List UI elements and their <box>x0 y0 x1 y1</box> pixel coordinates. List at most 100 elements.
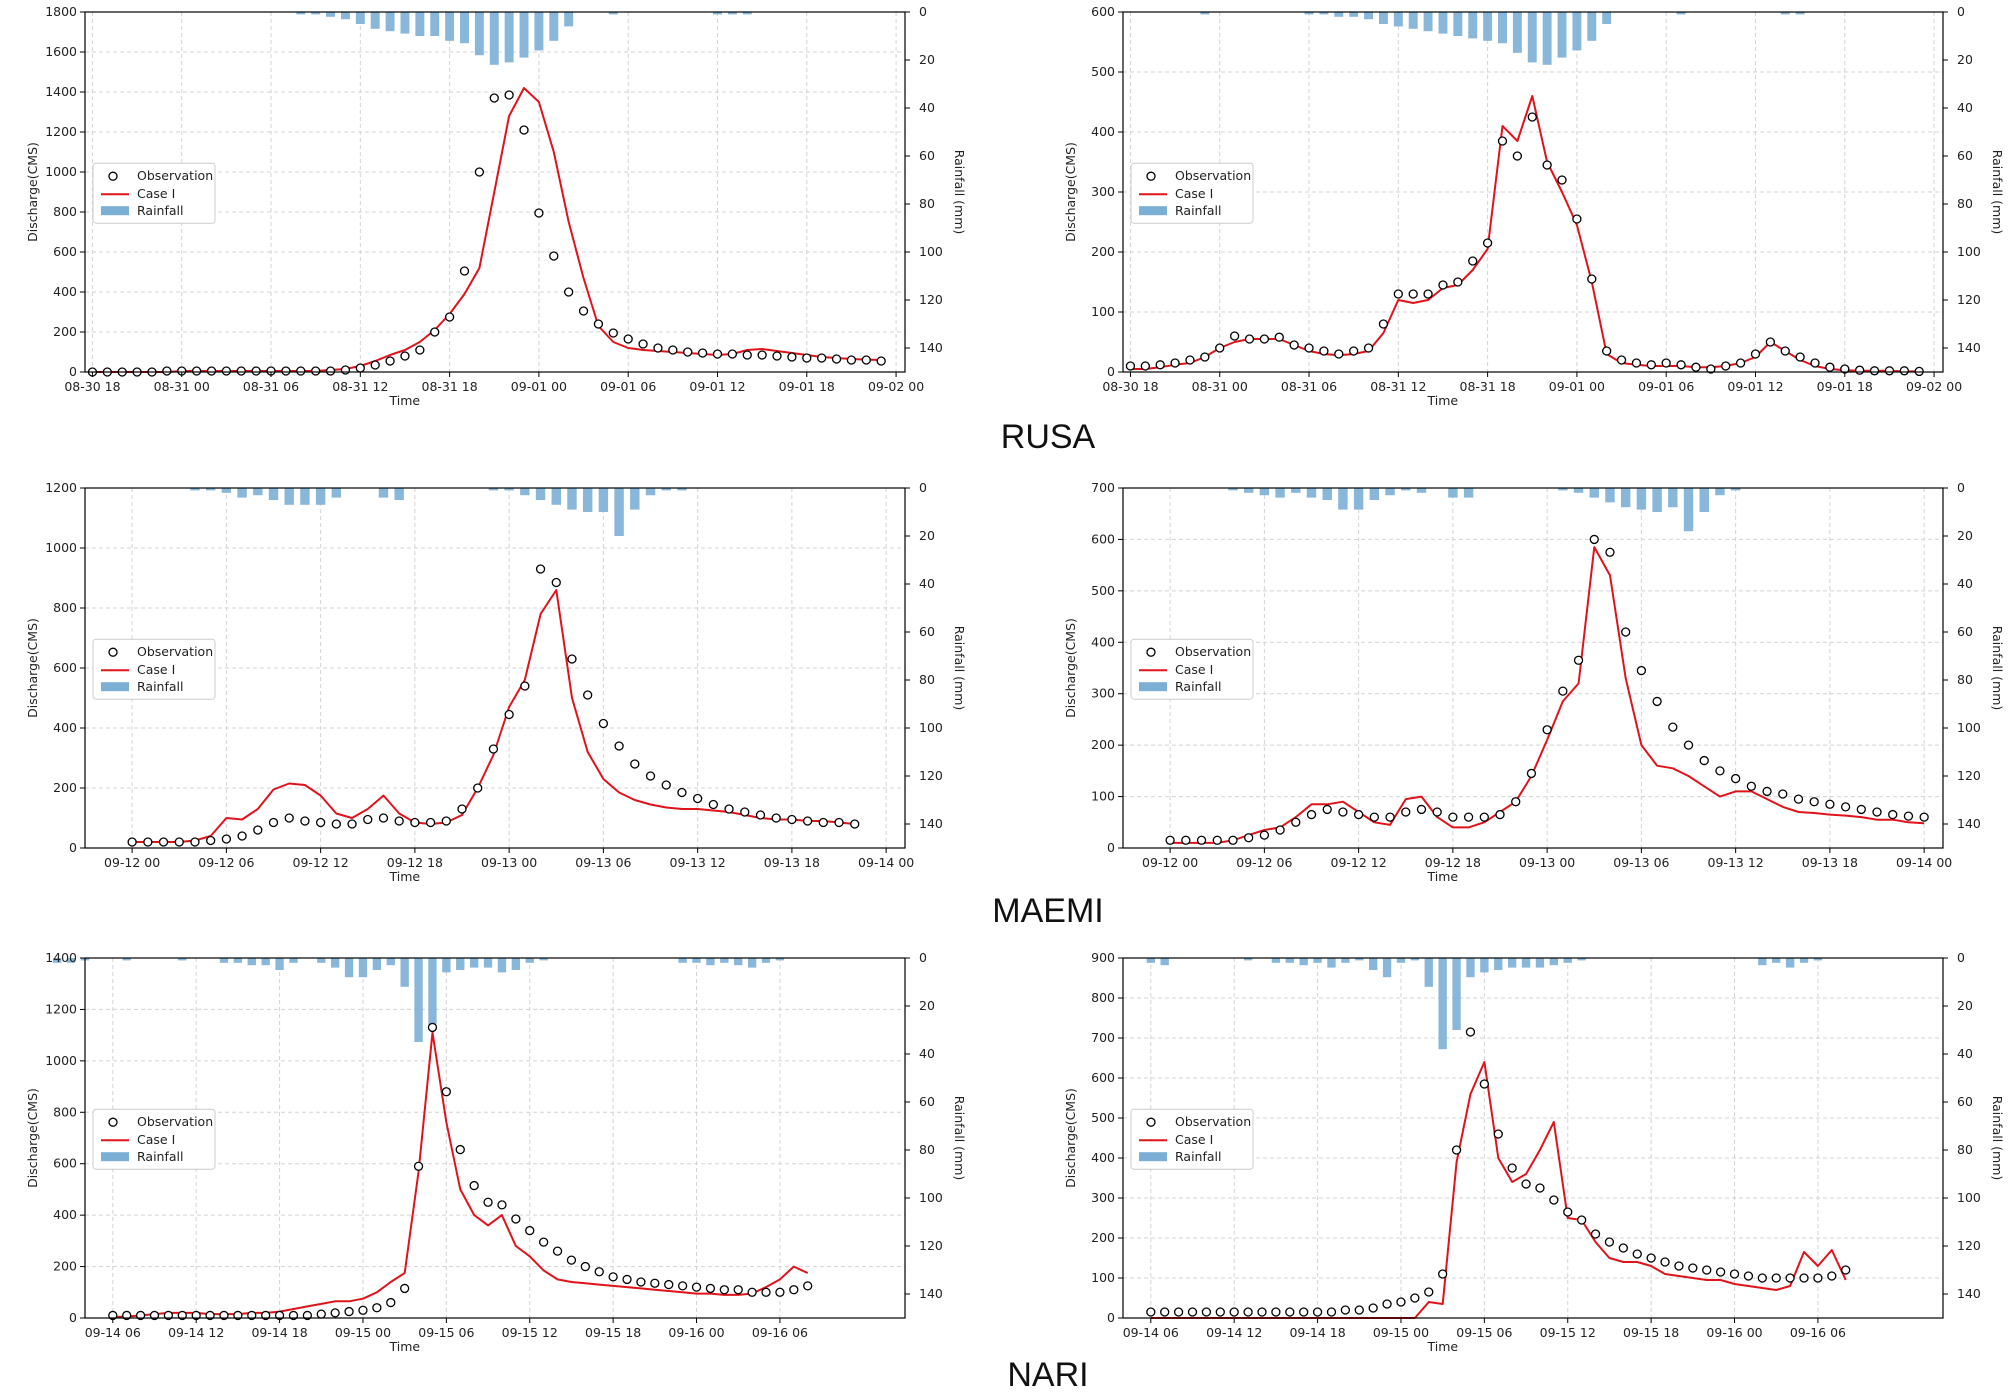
observation-point <box>1369 812 1379 822</box>
rainfall-series <box>190 488 687 536</box>
legend-rainfall-marker <box>1139 1152 1167 1162</box>
y2-tick-label: 40 <box>919 100 935 115</box>
y-tick-label: 800 <box>1091 990 1115 1005</box>
chart-rusa-right: 0 100 200 300 400 500 600 Discharge(CMS) 0 20 40 60… <box>1058 0 2005 412</box>
rainfall-bar <box>1512 12 1522 53</box>
x-tick-label: 08-30 18 <box>1102 379 1158 394</box>
observation-point <box>1155 360 1165 370</box>
rainfall-bar <box>268 488 279 500</box>
rainfall-bar <box>414 958 423 1042</box>
x-tick-label: 09-15 12 <box>1540 1325 1596 1340</box>
y2-tick-label: 60 <box>1957 624 1973 639</box>
rainfall-bar <box>358 958 368 978</box>
observation-point <box>1799 1273 1809 1283</box>
legend-rainfall-marker <box>1139 682 1167 692</box>
y-axis-label: Discharge(CMS) <box>25 618 40 718</box>
observation-point <box>578 306 589 316</box>
y-tick-label: 0 <box>1107 1310 1115 1325</box>
rainfall-bar <box>549 12 559 41</box>
y-tick-label: 700 <box>1091 1030 1115 1045</box>
x-tick-label: 08-31 12 <box>332 379 388 394</box>
observation-point <box>1840 802 1851 812</box>
observation-point <box>1312 1307 1323 1317</box>
observation-point <box>1438 1269 1448 1279</box>
y2-tick-label: 120 <box>1957 1238 1981 1253</box>
y-tick-label: 400 <box>1091 634 1115 649</box>
observation-point <box>747 1287 757 1297</box>
rainfall-bar <box>734 958 743 966</box>
rainfall-bar <box>1416 488 1427 493</box>
y2-tick-label: 80 <box>919 196 935 211</box>
rainfall-bar <box>720 958 729 963</box>
observation-point <box>1855 365 1865 375</box>
x-tick-label: 09-15 00 <box>335 1325 391 1340</box>
x-tick-label: 09-02 00 <box>868 379 924 394</box>
observation-point <box>425 817 436 828</box>
observation-point <box>645 771 656 781</box>
observation-point <box>1497 136 1508 146</box>
legend: Observation Case I Rainfall <box>92 162 216 224</box>
observation-point <box>300 816 310 826</box>
rainfall-bar <box>761 958 771 963</box>
observation-point <box>1676 360 1686 370</box>
rainfall-bar <box>178 958 187 961</box>
rainfall-bar <box>1438 12 1448 34</box>
observation-point <box>846 355 857 365</box>
observation-point <box>1631 358 1642 368</box>
legend-observation-label: Observation <box>1175 644 1251 659</box>
legend-observation-marker <box>1146 1117 1156 1127</box>
x-tick-label: 09-01 06 <box>1638 379 1694 394</box>
observation-point <box>1495 809 1505 820</box>
observation-point <box>1289 340 1299 350</box>
observation-point <box>1432 807 1442 817</box>
rainfall-bar <box>460 12 469 44</box>
rainfall-bar <box>551 488 561 505</box>
observation-point <box>525 1225 535 1236</box>
observation-point <box>757 350 767 360</box>
rainfall-series <box>1228 488 1741 532</box>
rainfall-bar <box>1483 12 1493 41</box>
y2-tick-label: 60 <box>1957 1094 1973 1109</box>
observation-point <box>566 1255 577 1265</box>
y2-tick-label: 40 <box>919 576 935 591</box>
observation-point <box>850 819 860 829</box>
y2-tick-label: 0 <box>1957 4 1965 19</box>
legend-rainfall-label: Rainfall <box>137 203 183 218</box>
y2-tick-label: 40 <box>919 1046 935 1061</box>
rainfall-bar <box>1480 958 1489 973</box>
rainfall-bar <box>1322 488 1332 500</box>
y-tick-label: 200 <box>1091 244 1115 259</box>
y-tick-label: 400 <box>53 284 77 299</box>
observation-point <box>400 351 410 361</box>
observation-point <box>386 1297 396 1308</box>
y2-axis-label: Rainfall (mm) <box>1990 1096 2005 1181</box>
right-y-axis: 0 20 40 60 80 100 120 140 <box>1943 950 1981 1301</box>
observation-point <box>1765 337 1776 347</box>
y-tick-label: 100 <box>1091 304 1115 319</box>
rainfall-bar <box>1313 958 1322 963</box>
x-axis: 09-14 06 09-14 12 09-14 18 09-15 00 09-15 06… <box>1123 1318 1846 1340</box>
rainfall-bar <box>1668 488 1678 508</box>
x-tick-label: 08-31 00 <box>1192 379 1248 394</box>
observation-point <box>1378 319 1389 329</box>
observation-point <box>296 366 306 376</box>
observation-point <box>1557 175 1567 185</box>
y-axis-label: Discharge(CMS) <box>25 142 40 242</box>
case-line <box>132 589 855 843</box>
rainfall-bar <box>1319 12 1329 15</box>
observation-point <box>1636 665 1647 676</box>
rainfall-bar <box>370 12 380 29</box>
y-tick-label: 600 <box>1091 1070 1115 1085</box>
observation-point <box>1408 289 1418 299</box>
observation-point <box>614 741 624 751</box>
y-tick-label: 0 <box>1107 840 1115 855</box>
y-tick-label: 500 <box>1091 1110 1115 1125</box>
y-tick-label: 200 <box>1091 737 1115 752</box>
rainfall-bar <box>331 958 340 968</box>
x-tick-label: 09-13 06 <box>1613 855 1669 870</box>
observation-point <box>608 1272 618 1282</box>
observation-point <box>363 814 373 825</box>
observation-point <box>1699 755 1709 766</box>
y-tick-label: 400 <box>1091 124 1115 139</box>
observation-point <box>347 819 357 829</box>
